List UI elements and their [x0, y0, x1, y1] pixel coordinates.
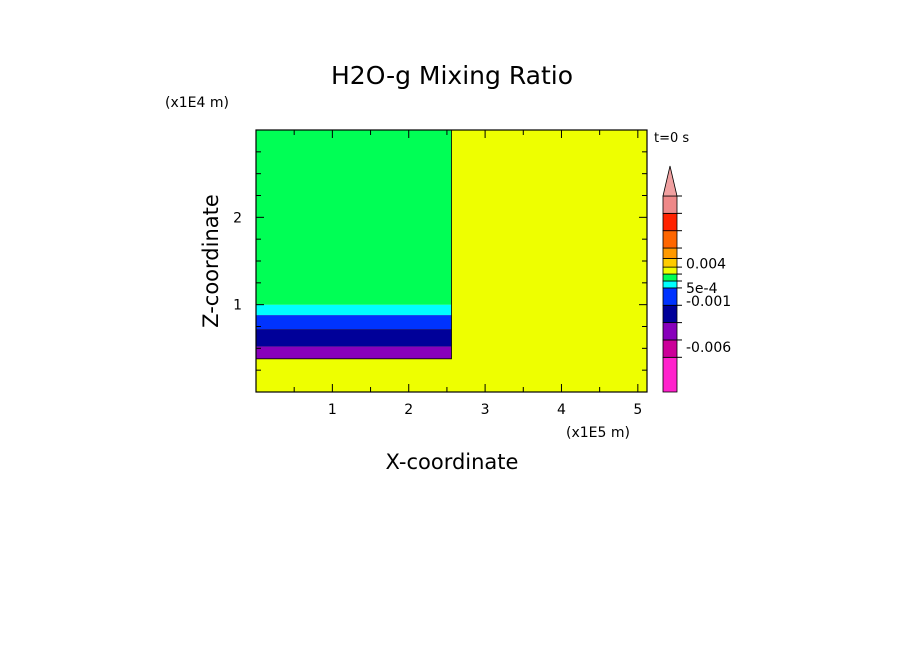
- colorbar-segment: [662, 212, 678, 232]
- x-tick-label: 4: [557, 402, 566, 418]
- colorbar-label: 5e-4: [686, 281, 718, 297]
- colorbar-segment: [662, 195, 678, 214]
- colorbar-extend-arrow: [662, 165, 678, 197]
- x-tick-label: 5: [633, 402, 642, 418]
- colorbar-segment: [662, 230, 678, 249]
- colorbar-segment: [662, 280, 678, 289]
- chart-title: H2O-g Mixing Ratio: [331, 61, 573, 90]
- plot-regions: [255, 129, 647, 392]
- colorbar-segment: [662, 339, 678, 358]
- x-tick-label: 3: [481, 402, 490, 418]
- y-tick-label: 2: [233, 210, 242, 226]
- plot-tick-labels: 1 2 3 4 5 1 2: [233, 210, 642, 418]
- colorbar-segment: [662, 322, 678, 341]
- time-label: t=0 s: [654, 131, 689, 146]
- colorbar-label: -0.001: [686, 294, 731, 310]
- region-band-blue: [256, 315, 452, 330]
- plot-frame: [255, 129, 648, 393]
- colorbar-segment: [662, 287, 678, 306]
- colorbar-segment: [662, 273, 678, 282]
- plot-ticks: [256, 130, 647, 392]
- colorbar-segment: [662, 356, 678, 393]
- colorbar-segment: [662, 258, 678, 268]
- region-band-dark-blue: [256, 329, 452, 347]
- colorbar-label: 0.004: [686, 257, 726, 273]
- region-band-cyan: [256, 304, 452, 316]
- y-tick-label: 1: [233, 298, 242, 314]
- colorbar-label: -0.006: [686, 340, 731, 356]
- x-tick-label: 1: [328, 402, 337, 418]
- colorbar-segment: [662, 247, 678, 259]
- x-axis-title: X-coordinate: [386, 450, 519, 474]
- region-band-purple: [256, 346, 452, 359]
- colorbar: 0.004 5e-4-0.001 -0.006: [662, 165, 731, 393]
- colorbar-segment: [662, 266, 678, 275]
- y-axis-title: Z-coordinate: [199, 194, 223, 328]
- colorbar-segment: [662, 304, 678, 324]
- x-unit-label: (x1E5 m): [566, 425, 630, 441]
- region-upper-left: [256, 130, 452, 305]
- y-unit-label: (x1E4 m): [165, 95, 229, 111]
- x-tick-label: 2: [404, 402, 413, 418]
